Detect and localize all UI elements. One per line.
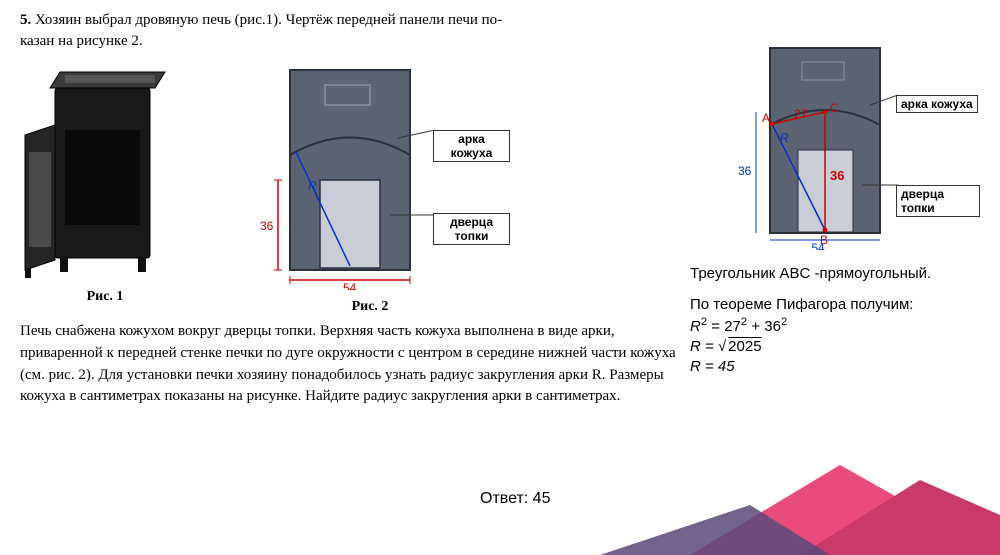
figure-1: Рис. 1 (20, 60, 190, 305)
decoration (600, 435, 1000, 555)
figure-2: R 36 54 арка кожуха дверца топки Рис. 2 (230, 60, 510, 315)
stove-drawing (20, 60, 190, 280)
label-dverca: дверца топки (433, 213, 510, 245)
problem-statement: 5. Хозяин выбрал дровяную печь (рис.1). … (20, 10, 980, 52)
label-h: 36 (260, 219, 274, 233)
label-arka: арка кожуха (433, 130, 510, 162)
fig2-caption: Рис. 2 (230, 299, 510, 315)
fig1-caption: Рис. 1 (20, 289, 190, 305)
panel-diagram: R 36 54 (230, 60, 510, 290)
label-R: R (308, 179, 317, 193)
problem-line1: Хозяин выбрал дровяную печь (рис.1). Чер… (35, 12, 502, 28)
problem-line2: казан на рисунке 2. (20, 33, 143, 49)
problem-body: Печь снабжена кожухом вокруг дверцы топк… (20, 321, 680, 408)
label-w: 54 (343, 281, 357, 290)
problem-number: 5. (20, 12, 31, 28)
answer: Ответ: 45 (480, 490, 550, 508)
